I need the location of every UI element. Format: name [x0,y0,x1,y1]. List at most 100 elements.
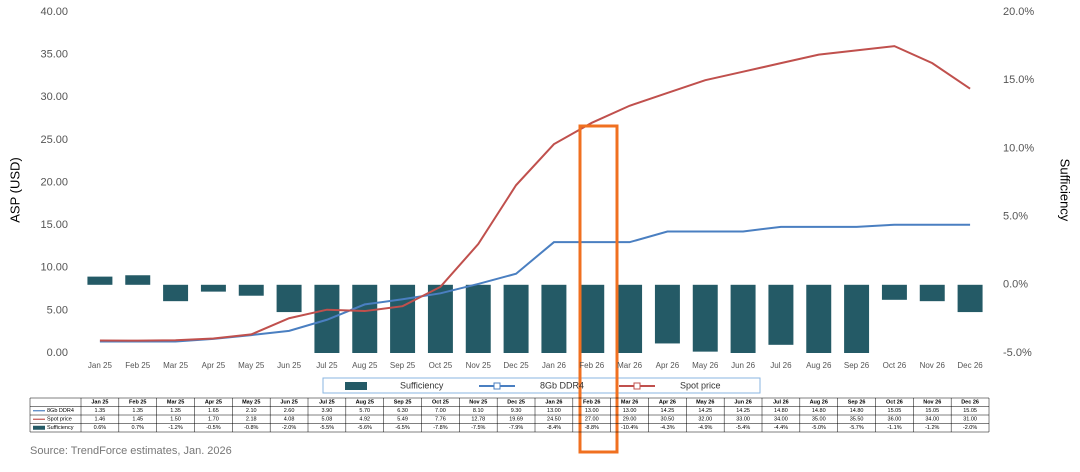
table-cell: -10.4% [621,425,639,431]
table-cell: 14.25 [698,408,712,414]
legend-frame [322,377,761,394]
table-cell: -8.4% [547,425,561,431]
bar [730,284,756,353]
table-cell: -8.8% [585,425,599,431]
table-cell: -2.0% [282,425,296,431]
table-cell: 4.08 [284,417,295,423]
y-axis-label: ASP (USD) [7,157,22,223]
bar [87,276,113,285]
bar [125,275,151,285]
table-header: Oct 26 [886,400,903,406]
table-cell: 31.00 [963,417,977,423]
bar [503,284,529,353]
table-cell: 13.00 [585,408,599,414]
table-cell: 19.69 [509,417,523,423]
x-tick-label: Oct 25 [429,361,453,370]
x-tick-label: Feb 26 [579,361,604,370]
table-cell: 34.00 [774,417,788,423]
table-key [33,425,45,430]
table-cell: 1.65 [208,408,219,414]
x-tick-label: Jun 25 [277,361,302,370]
table-cell: -7.8% [433,425,447,431]
x-tick-label: Dec 26 [957,361,983,370]
table-cell: 15.05 [963,408,977,414]
bar [768,284,794,345]
x-tick-label: May 25 [238,361,265,370]
table-row-label: Spot price [47,417,72,423]
x-tick-label: Mar 25 [163,361,188,370]
table-header: Jul 26 [773,400,789,406]
table-cell: -0.5% [206,425,220,431]
table-cell: 2.10 [246,408,257,414]
table-cell: 0.6% [94,425,107,431]
x-tick-label: Nov 25 [466,361,492,370]
bar [427,284,453,353]
table-header: Apr 25 [205,400,222,406]
bar [200,284,226,292]
table-cell: 35.00 [812,417,826,423]
table-cell: 14.80 [774,408,788,414]
x-tick-label: May 26 [692,361,719,370]
table-header: Sep 25 [394,400,412,406]
table-header: Mar 26 [621,400,638,406]
table-cell: -5.5% [320,425,334,431]
y-tick-label: 20.00 [40,176,68,188]
y-tick-label: 30.00 [40,91,68,103]
table-cell: -5.6% [358,425,372,431]
line [99,45,971,342]
table-cell: -4.4% [774,425,788,431]
bar [163,284,189,302]
table-cell: -5.4% [736,425,750,431]
y2-tick-label: 20.0% [1003,6,1034,18]
table-cell: -1.1% [887,425,901,431]
y2-tick-label: 5.0% [1003,211,1028,223]
table-cell: 27.00 [585,417,599,423]
table-header: May 26 [696,400,714,406]
table-header: Feb 25 [129,400,146,406]
table-cell: 33.00 [736,417,750,423]
table-cell: 2.60 [284,408,295,414]
x-tick-label: Aug 25 [352,361,378,370]
bar [617,284,643,353]
table-header: Aug 26 [810,400,828,406]
table-cell: -5.0% [812,425,826,431]
y2-tick-label: -5.0% [1003,347,1032,359]
table-header: Jun 25 [280,400,297,406]
table-header: Nov 26 [923,400,941,406]
y-tick-label: 25.00 [40,134,68,146]
bar [276,284,302,313]
table-header: Oct 25 [432,400,449,406]
x-tick-label: Jul 25 [316,361,338,370]
x-tick-label: Jul 26 [770,361,792,370]
table-row-label: 8Gb DDR4 [47,408,74,414]
table-cell: -4.9% [698,425,712,431]
bar [957,284,983,313]
table-cell: 35.50 [850,417,864,423]
table-header: Feb 26 [583,400,600,406]
bar [579,284,605,353]
legend-swatch [345,382,367,390]
bar [881,284,907,300]
table-cell: 36.00 [888,417,902,423]
y-tick-label: 10.00 [40,262,68,274]
table-cell: 9.30 [511,408,522,414]
y-tick-label: 35.00 [40,49,68,61]
table-header: Nov 25 [469,400,487,406]
bar [465,284,491,353]
table-cell: 5.08 [322,417,333,423]
source: Source: TrendForce estimates, Jan. 2026 [30,445,232,457]
bar [806,284,832,353]
bar [541,284,567,353]
table-cell: -2.0% [963,425,977,431]
legend-marker [633,382,641,390]
x-tick-label: Apr 26 [656,361,680,370]
table-cell: 1.50 [170,417,181,423]
x-tick-label: Jun 26 [731,361,756,370]
table-cell: -1.2% [925,425,939,431]
bar [390,284,416,353]
y2-tick-label: 15.0% [1003,74,1034,86]
table-cell: 32.00 [698,417,712,423]
y-tick-label: 0.00 [47,347,68,359]
x-tick-label: Sep 26 [844,361,870,370]
